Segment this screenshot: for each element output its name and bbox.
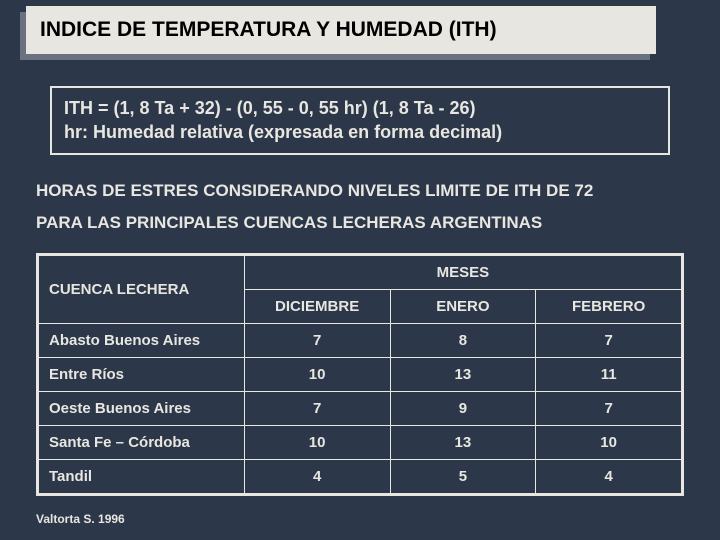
cell: 7	[244, 392, 390, 426]
row-label: Santa Fe – Córdoba	[39, 426, 245, 460]
table-row: Abasto Buenos Aires 7 8 7	[39, 324, 682, 358]
col-header-enero: ENERO	[390, 290, 536, 324]
cell: 10	[536, 426, 682, 460]
table-row: Oeste Buenos Aires 7 9 7	[39, 392, 682, 426]
row-label: Entre Ríos	[39, 358, 245, 392]
cell: 8	[390, 324, 536, 358]
row-label: Oeste Buenos Aires	[39, 392, 245, 426]
cell: 10	[244, 358, 390, 392]
subheading-line-1: HORAS DE ESTRES CONSIDERANDO NIVELES LIM…	[36, 175, 684, 207]
source-citation: Valtorta S. 1996	[36, 512, 684, 526]
table-header-row-1: CUENCA LECHERA MESES	[39, 256, 682, 290]
table-row: Santa Fe – Córdoba 10 13 10	[39, 426, 682, 460]
subheading: HORAS DE ESTRES CONSIDERANDO NIVELES LIM…	[36, 175, 684, 240]
cell: 7	[244, 324, 390, 358]
row-header-label: CUENCA LECHERA	[39, 256, 245, 324]
row-label: Abasto Buenos Aires	[39, 324, 245, 358]
cell: 9	[390, 392, 536, 426]
formula-container: ITH = (1, 8 Ta + 32) - (0, 55 - 0, 55 hr…	[50, 86, 670, 155]
subheading-line-2: PARA LAS PRINCIPALES CUENCAS LECHERAS AR…	[36, 207, 684, 239]
table-row: Entre Ríos 10 13 11	[39, 358, 682, 392]
months-span-header: MESES	[244, 256, 681, 290]
slide-title: INDICE DE TEMPERATURA Y HUMEDAD (ITH)	[26, 6, 656, 54]
row-label: Tandil	[39, 460, 245, 494]
formula-line-1: ITH = (1, 8 Ta + 32) - (0, 55 - 0, 55 hr…	[64, 96, 656, 120]
cell: 4	[244, 460, 390, 494]
cell: 10	[244, 426, 390, 460]
formula-line-2: hr: Humedad relativa (expresada en forma…	[64, 120, 656, 144]
cell: 4	[536, 460, 682, 494]
slide: INDICE DE TEMPERATURA Y HUMEDAD (ITH) IT…	[0, 0, 720, 540]
cell: 13	[390, 426, 536, 460]
data-table-container: CUENCA LECHERA MESES DICIEMBRE ENERO FEB…	[36, 253, 684, 496]
cell: 11	[536, 358, 682, 392]
title-container: INDICE DE TEMPERATURA Y HUMEDAD (ITH)	[20, 12, 692, 60]
cell: 7	[536, 324, 682, 358]
col-header-diciembre: DICIEMBRE	[244, 290, 390, 324]
cell: 13	[390, 358, 536, 392]
cell: 5	[390, 460, 536, 494]
formula-box: ITH = (1, 8 Ta + 32) - (0, 55 - 0, 55 hr…	[50, 86, 670, 155]
table-row: Tandil 4 5 4	[39, 460, 682, 494]
col-header-febrero: FEBRERO	[536, 290, 682, 324]
cell: 7	[536, 392, 682, 426]
data-table: CUENCA LECHERA MESES DICIEMBRE ENERO FEB…	[38, 255, 682, 494]
